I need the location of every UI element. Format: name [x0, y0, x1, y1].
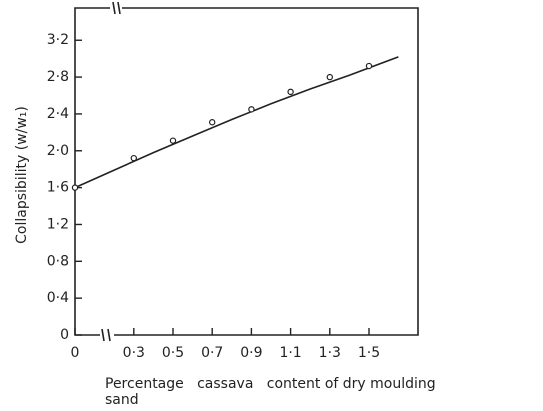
y-tick-label: 2·4	[47, 106, 69, 122]
data-point	[248, 106, 255, 113]
x-tick-label: 0·3	[123, 345, 145, 361]
y-axis-label: Collapsibility (w/w₁)	[14, 106, 30, 244]
axis-break-top	[112, 1, 121, 15]
y-tick-label: 0·4	[47, 290, 69, 306]
data-point	[326, 73, 333, 81]
fit-curve	[74, 56, 399, 189]
plot-frame	[74, 7, 419, 336]
y-tick-label: 1·6	[47, 180, 69, 196]
data-point	[130, 154, 137, 162]
data-point	[365, 62, 373, 70]
axis-break-bottom	[101, 328, 111, 342]
y-tick-label: 2·0	[47, 143, 69, 159]
x-tick-label: 0·7	[201, 345, 223, 361]
y-tick-label: 2·8	[47, 69, 69, 85]
x-axis-label: sand	[105, 392, 139, 408]
x-tick-label: 1·5	[358, 345, 380, 361]
x-axis-label: Percentage cassava content of dry mouldi…	[105, 376, 436, 392]
data-point	[287, 88, 294, 96]
y-tick-label: 0·8	[47, 253, 69, 269]
data-point	[208, 119, 216, 126]
x-tick-label: 1·1	[279, 345, 301, 361]
y-tick-label: 1·2	[47, 216, 69, 232]
data-point	[169, 137, 177, 144]
x-tick-label: 1·3	[319, 345, 341, 361]
data-point	[71, 184, 79, 191]
y-tick-label: 0	[60, 327, 69, 343]
x-tick-label: 0	[71, 345, 80, 361]
y-tick-label: 3·2	[47, 32, 69, 48]
x-tick-label: 0·9	[240, 345, 262, 361]
x-tick-label: 0·5	[162, 345, 184, 361]
